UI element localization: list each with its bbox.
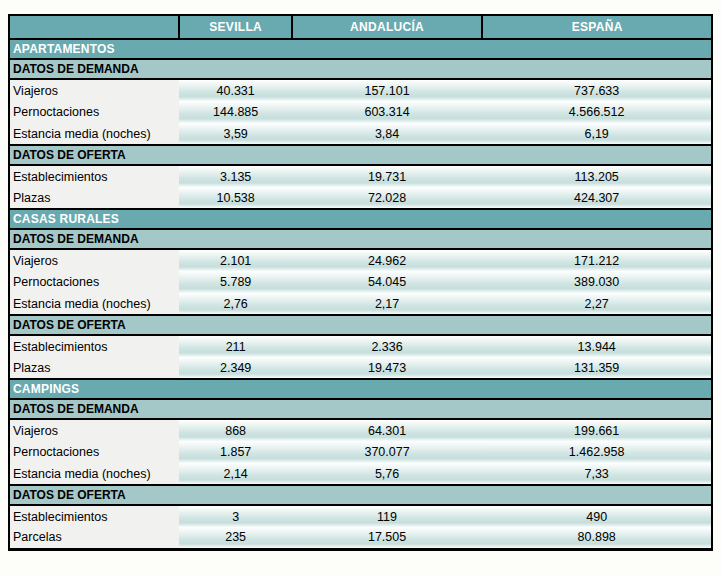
metric-value-andalucia: 19.731 — [292, 165, 483, 187]
metric-value-sevilla: 235 — [179, 527, 291, 549]
metric-value-espana: 490 — [482, 505, 712, 527]
subsection-band-oferta-casas-rurales: DATOS DE OFERTA — [9, 315, 712, 335]
metric-value-espana: 131.359 — [482, 357, 712, 379]
metric-value-andalucia: 603.314 — [292, 101, 483, 123]
metric-value-andalucia: 64.301 — [292, 419, 483, 441]
metric-value-espana: 2,27 — [482, 293, 712, 315]
metric-value-sevilla: 5.789 — [179, 271, 291, 293]
metric-label: Viajeros — [9, 419, 179, 441]
metric-row-estancia-campings: Estancia media (noches) 2,14 5,76 7,33 — [9, 463, 712, 485]
metric-label: Viajeros — [9, 249, 179, 271]
column-header-andalucia: ANDALUCÍA — [292, 15, 483, 39]
metric-label: Pernoctaciones — [9, 441, 179, 463]
metric-value-andalucia: 5,76 — [292, 463, 483, 485]
metric-row-viajeros-apartamentos: Viajeros 40.331 157.101 737.633 — [9, 79, 712, 101]
metric-value-sevilla: 10.538 — [179, 187, 291, 209]
metric-value-andalucia: 17.505 — [292, 527, 483, 549]
metric-label: Establecimientos — [9, 165, 179, 187]
metric-row-estancia-casas-rurales: Estancia media (noches) 2,76 2,17 2,27 — [9, 293, 712, 315]
metric-value-sevilla: 1.857 — [179, 441, 291, 463]
metric-row-pernoctaciones-casas-rurales: Pernoctaciones 5.789 54.045 389.030 — [9, 271, 712, 293]
corner-header-cell — [9, 15, 179, 39]
metric-value-espana: 389.030 — [482, 271, 712, 293]
subsection-band-demanda-apartamentos: DATOS DE DEMANDA — [9, 59, 712, 79]
metric-label: Parcelas — [9, 527, 179, 549]
metric-value-andalucia: 72.028 — [292, 187, 483, 209]
metric-value-espana: 80.898 — [482, 527, 712, 549]
metric-label: Estancia media (noches) — [9, 123, 179, 145]
metric-value-sevilla: 211 — [179, 335, 291, 357]
metric-row-plazas-apartamentos: Plazas 10.538 72.028 424.307 — [9, 187, 712, 209]
metric-row-establecimientos-casas-rurales: Establecimientos 211 2.336 13.944 — [9, 335, 712, 357]
metric-value-espana: 6,19 — [482, 123, 712, 145]
metric-label: Plazas — [9, 357, 179, 379]
subsection-band-oferta-campings: DATOS DE OFERTA — [9, 485, 712, 505]
metric-value-espana: 424.307 — [482, 187, 712, 209]
metric-value-andalucia: 54.045 — [292, 271, 483, 293]
metric-value-andalucia: 370.077 — [292, 441, 483, 463]
metric-value-espana: 4.566.512 — [482, 101, 712, 123]
section-band-casas-rurales: CASAS RURALES — [9, 209, 712, 229]
metric-label: Establecimientos — [9, 505, 179, 527]
metric-row-viajeros-campings: Viajeros 868 64.301 199.661 — [9, 419, 712, 441]
subsection-band-demanda-casas-rurales: DATOS DE DEMANDA — [9, 229, 712, 249]
tourism-stats-table: SEVILLA ANDALUCÍA ESPAÑA APARTAMENTOS DA… — [8, 14, 713, 551]
metric-value-andalucia: 24.962 — [292, 249, 483, 271]
metric-label: Estancia media (noches) — [9, 463, 179, 485]
metric-row-viajeros-casas-rurales: Viajeros 2.101 24.962 171.212 — [9, 249, 712, 271]
metric-row-pernoctaciones-apartamentos: Pernoctaciones 144.885 603.314 4.566.512 — [9, 101, 712, 123]
metric-value-andalucia: 157.101 — [292, 79, 483, 101]
metric-value-andalucia: 2,17 — [292, 293, 483, 315]
metric-label: Estancia media (noches) — [9, 293, 179, 315]
section-band-apartamentos: APARTAMENTOS — [9, 39, 712, 59]
metric-value-espana: 737.633 — [482, 79, 712, 101]
column-header-sevilla: SEVILLA — [179, 15, 291, 39]
metric-label: Plazas — [9, 187, 179, 209]
metric-value-espana: 13.944 — [482, 335, 712, 357]
subsection-band-demanda-campings: DATOS DE DEMANDA — [9, 399, 712, 419]
metric-value-sevilla: 3.135 — [179, 165, 291, 187]
section-band-campings: CAMPINGS — [9, 379, 712, 399]
column-header-espana: ESPAÑA — [482, 15, 712, 39]
metric-value-sevilla: 868 — [179, 419, 291, 441]
metric-label: Establecimientos — [9, 335, 179, 357]
metric-value-sevilla: 2.101 — [179, 249, 291, 271]
metric-value-sevilla: 3 — [179, 505, 291, 527]
metric-value-andalucia: 119 — [292, 505, 483, 527]
metric-row-parcelas-campings: Parcelas 235 17.505 80.898 — [9, 527, 712, 549]
metric-value-espana: 1.462.958 — [482, 441, 712, 463]
metric-value-sevilla: 2,76 — [179, 293, 291, 315]
metric-label: Pernoctaciones — [9, 101, 179, 123]
metric-row-establecimientos-apartamentos: Establecimientos 3.135 19.731 113.205 — [9, 165, 712, 187]
metric-label: Viajeros — [9, 79, 179, 101]
metric-value-sevilla: 2,14 — [179, 463, 291, 485]
metric-value-andalucia: 19.473 — [292, 357, 483, 379]
metric-value-sevilla: 3,59 — [179, 123, 291, 145]
metric-label: Pernoctaciones — [9, 271, 179, 293]
metric-row-establecimientos-campings: Establecimientos 3 119 490 — [9, 505, 712, 527]
metric-value-andalucia: 3,84 — [292, 123, 483, 145]
metric-value-andalucia: 2.336 — [292, 335, 483, 357]
metric-row-plazas-casas-rurales: Plazas 2.349 19.473 131.359 — [9, 357, 712, 379]
metric-row-pernoctaciones-campings: Pernoctaciones 1.857 370.077 1.462.958 — [9, 441, 712, 463]
column-header-row: SEVILLA ANDALUCÍA ESPAÑA — [9, 15, 712, 39]
metric-value-sevilla: 40.331 — [179, 79, 291, 101]
subsection-band-oferta-apartamentos: DATOS DE OFERTA — [9, 145, 712, 165]
metric-value-espana: 171.212 — [482, 249, 712, 271]
metric-value-espana: 7,33 — [482, 463, 712, 485]
metric-value-sevilla: 2.349 — [179, 357, 291, 379]
metric-row-estancia-apartamentos: Estancia media (noches) 3,59 3,84 6,19 — [9, 123, 712, 145]
metric-value-espana: 113.205 — [482, 165, 712, 187]
metric-value-espana: 199.661 — [482, 419, 712, 441]
metric-value-sevilla: 144.885 — [179, 101, 291, 123]
